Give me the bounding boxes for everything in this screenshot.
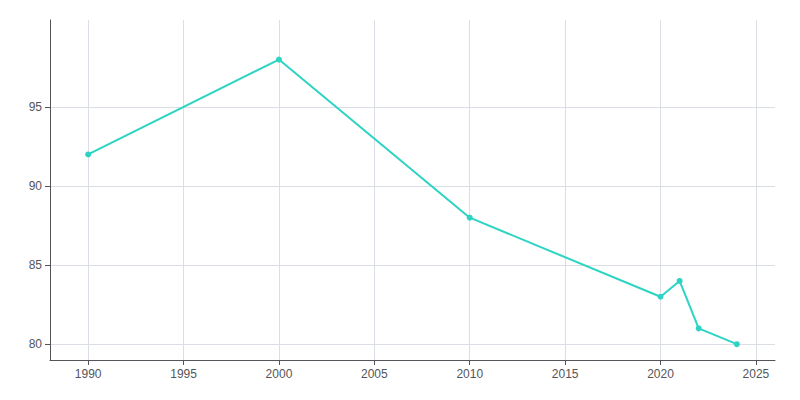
svg-text:90: 90 [29,179,43,193]
svg-text:95: 95 [29,100,43,114]
svg-text:2010: 2010 [456,367,483,381]
svg-text:2005: 2005 [361,367,388,381]
svg-text:1995: 1995 [170,367,197,381]
svg-text:2015: 2015 [552,367,579,381]
svg-text:80: 80 [29,337,43,351]
svg-text:85: 85 [29,258,43,272]
svg-text:2020: 2020 [647,367,674,381]
svg-text:2025: 2025 [743,367,770,381]
svg-text:2000: 2000 [266,367,293,381]
svg-text:1990: 1990 [75,367,102,381]
